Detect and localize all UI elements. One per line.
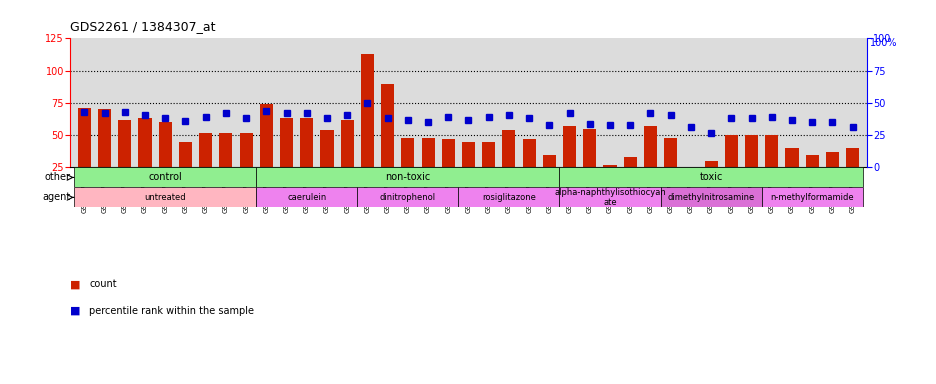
- Bar: [582, 129, 595, 167]
- Bar: [139, 118, 152, 167]
- Bar: [118, 120, 131, 167]
- Bar: [341, 120, 354, 167]
- Bar: [704, 161, 717, 167]
- Text: untreated: untreated: [144, 193, 186, 202]
- Text: toxic: toxic: [698, 172, 722, 182]
- Text: non-toxic: non-toxic: [385, 172, 430, 182]
- Text: alpha-naphthylisothiocyan
ate: alpha-naphthylisothiocyan ate: [553, 188, 665, 207]
- Text: control: control: [148, 172, 182, 182]
- Text: dimethylnitrosamine: dimethylnitrosamine: [666, 193, 753, 202]
- Bar: [660, 187, 761, 207]
- Bar: [381, 84, 394, 167]
- Bar: [502, 130, 515, 167]
- Bar: [724, 135, 737, 167]
- Bar: [784, 148, 797, 167]
- Bar: [98, 109, 111, 167]
- Text: 100%: 100%: [869, 38, 896, 48]
- Text: rosiglitazone: rosiglitazone: [481, 193, 535, 202]
- Text: ■: ■: [70, 279, 80, 289]
- Bar: [179, 142, 192, 167]
- Bar: [320, 130, 333, 167]
- Bar: [300, 118, 313, 167]
- Bar: [603, 165, 616, 167]
- Bar: [357, 187, 458, 207]
- Text: caerulein: caerulein: [286, 193, 326, 202]
- Bar: [845, 148, 858, 167]
- Bar: [280, 118, 293, 167]
- Bar: [441, 139, 454, 167]
- Bar: [240, 132, 253, 167]
- Bar: [643, 126, 656, 167]
- Bar: [664, 138, 677, 167]
- Bar: [522, 139, 535, 167]
- Bar: [563, 126, 576, 167]
- Bar: [401, 138, 414, 167]
- Bar: [259, 104, 272, 167]
- Bar: [761, 187, 862, 207]
- Bar: [482, 142, 495, 167]
- Bar: [765, 135, 778, 167]
- Text: count: count: [89, 279, 116, 289]
- Bar: [256, 167, 559, 187]
- Bar: [158, 122, 171, 167]
- Text: agent: agent: [42, 192, 70, 202]
- Bar: [360, 54, 373, 167]
- Bar: [623, 157, 636, 167]
- Text: other: other: [44, 172, 70, 182]
- Bar: [805, 155, 818, 167]
- Bar: [78, 108, 91, 167]
- Text: dinitrophenol: dinitrophenol: [379, 193, 435, 202]
- Bar: [825, 152, 838, 167]
- Bar: [74, 167, 256, 187]
- Bar: [199, 132, 212, 167]
- Bar: [219, 132, 232, 167]
- Bar: [421, 138, 434, 167]
- Bar: [559, 167, 862, 187]
- Bar: [559, 187, 660, 207]
- Bar: [744, 135, 757, 167]
- Bar: [74, 187, 256, 207]
- Bar: [542, 155, 555, 167]
- Bar: [461, 142, 475, 167]
- Text: ■: ■: [70, 306, 80, 316]
- Text: GDS2261 / 1384307_at: GDS2261 / 1384307_at: [70, 20, 215, 33]
- Text: n-methylformamide: n-methylformamide: [769, 193, 853, 202]
- Text: percentile rank within the sample: percentile rank within the sample: [89, 306, 254, 316]
- Bar: [458, 187, 559, 207]
- Bar: [256, 187, 357, 207]
